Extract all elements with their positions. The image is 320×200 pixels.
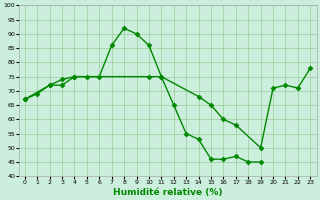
X-axis label: Humidité relative (%): Humidité relative (%) — [113, 188, 222, 197]
